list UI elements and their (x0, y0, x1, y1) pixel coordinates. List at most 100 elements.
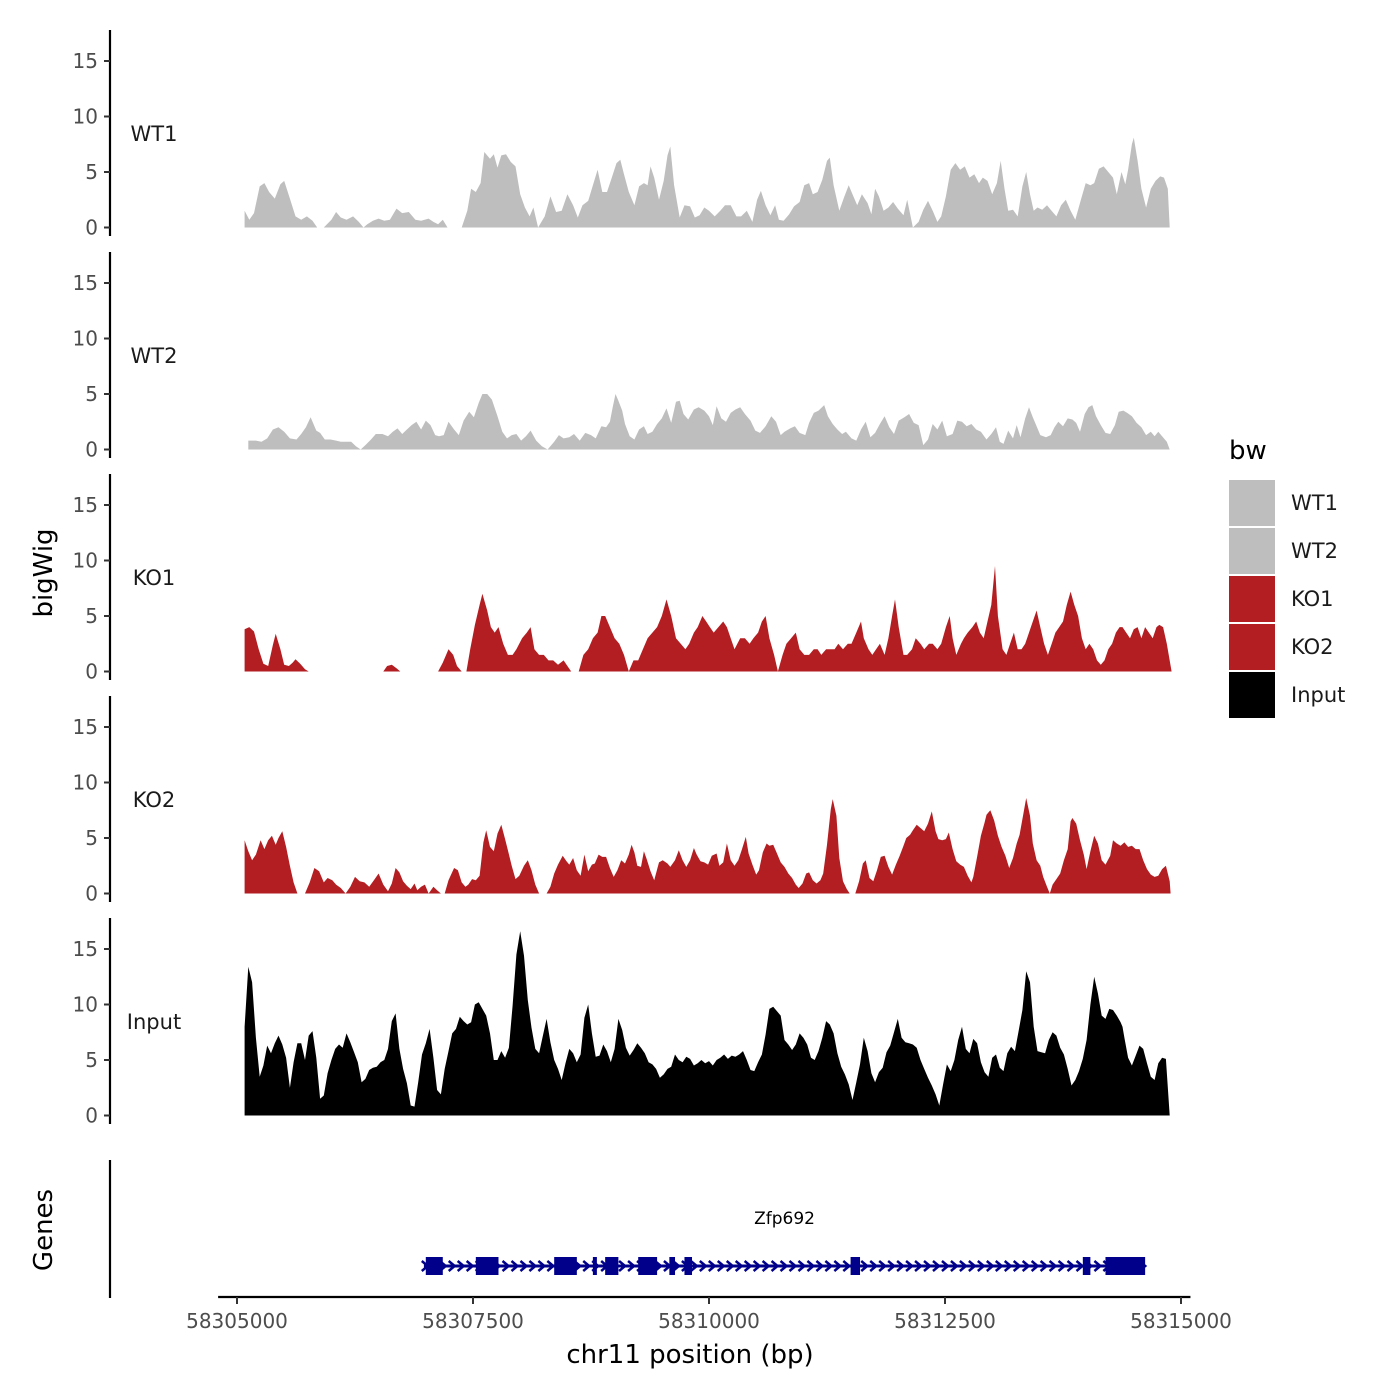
strand-arrow (510, 1260, 520, 1272)
legend-label: Input (1291, 683, 1345, 707)
strand-arrow (519, 1260, 529, 1272)
y-tick-label: 15 (73, 937, 98, 961)
y-tick-label: 5 (85, 160, 98, 184)
strand-arrow (546, 1260, 556, 1272)
y-tick-label: 15 (73, 49, 98, 73)
strand-arrow (968, 1260, 977, 1272)
x-tick-label: 58315000 (1130, 1309, 1232, 1333)
legend-entry-wt2: WT2 (1229, 528, 1338, 574)
signal-area-ko1 (244, 566, 1172, 672)
strand-arrow (985, 1260, 995, 1272)
signal-area-ko2 (244, 798, 1171, 894)
legend-entry-ko1: KO1 (1229, 576, 1334, 622)
strand-arrow (1003, 1260, 1013, 1272)
strand-arrow (824, 1260, 834, 1272)
legend-entry-wt1: WT1 (1229, 480, 1338, 526)
strand-arrow (447, 1260, 457, 1272)
legend-entry-input: Input (1229, 672, 1345, 718)
strand-arrow (537, 1260, 547, 1272)
track-ko2: 0 5 10 15 KO2 (73, 696, 1171, 906)
track-wt1: 0 5 10 15 WT1 (73, 30, 1170, 240)
strand-arrow (699, 1260, 708, 1272)
strand-arrow (905, 1260, 915, 1272)
signal-area-input (244, 931, 1170, 1116)
genes-track-title: Genes (29, 1189, 59, 1271)
gene-exon (1105, 1257, 1146, 1275)
strand-arrow (725, 1260, 735, 1272)
strand-arrow (618, 1260, 628, 1272)
strand-arrow (1066, 1260, 1076, 1272)
strand-arrow (1021, 1260, 1031, 1272)
strand-arrow (887, 1260, 897, 1272)
gene-exon (554, 1257, 577, 1275)
strand-arrow (788, 1260, 798, 1272)
strand-arrow (950, 1260, 959, 1272)
track-label-wt2: WT2 (131, 344, 178, 368)
gene-exon (592, 1257, 597, 1275)
track-input: 0 5 10 15 Input (73, 918, 1170, 1128)
strand-arrow (707, 1260, 717, 1272)
strand-arrow (1048, 1260, 1058, 1272)
legend: bw WT1 WT2 KO1 KO2 Input (1229, 436, 1345, 718)
legend-entry-ko2: KO2 (1229, 624, 1334, 670)
strand-arrow (896, 1260, 906, 1272)
strand-arrow (770, 1260, 780, 1272)
strand-arrow (761, 1260, 771, 1272)
gene-exon (850, 1257, 861, 1275)
strand-arrow (752, 1260, 762, 1272)
strand-arrow (734, 1260, 744, 1272)
strand-arrow (923, 1260, 932, 1272)
strand-arrow (932, 1260, 941, 1272)
y-tick-label: 15 (73, 271, 98, 295)
strand-arrow (1039, 1260, 1049, 1272)
strand-arrow (716, 1260, 726, 1272)
y-tick-label: 10 (73, 993, 98, 1017)
genes-track: Zfp692 (108, 1160, 1148, 1298)
y-tick-label: 10 (73, 327, 98, 351)
strand-arrow (1012, 1260, 1022, 1272)
y-tick-label: 5 (85, 826, 98, 850)
y-axis-title: bigWig (29, 528, 59, 617)
strand-arrow (627, 1260, 637, 1272)
legend-label: KO1 (1291, 587, 1334, 611)
legend-label: WT1 (1291, 491, 1338, 515)
strand-arrow (456, 1260, 466, 1272)
strand-arrow (833, 1260, 843, 1272)
y-tick-label: 0 (85, 660, 98, 684)
strand-arrow (528, 1260, 538, 1272)
strand-arrow (779, 1260, 789, 1272)
y-tick-label: 15 (73, 493, 98, 517)
gene-exon (1082, 1257, 1091, 1275)
track-label-ko1: KO1 (133, 566, 176, 590)
y-tick-label: 0 (85, 438, 98, 462)
signal-area-wt1 (244, 137, 1170, 228)
strand-arrow (690, 1260, 699, 1272)
gene-exon (605, 1257, 619, 1275)
y-tick-label: 0 (85, 1104, 98, 1128)
y-tick-label: 0 (85, 882, 98, 906)
x-tick-label: 58305000 (186, 1309, 288, 1333)
y-tick-label: 15 (73, 715, 98, 739)
strand-arrow (1057, 1260, 1067, 1272)
strand-arrow (501, 1260, 511, 1272)
y-tick-label: 0 (85, 216, 98, 240)
strand-arrow (941, 1260, 950, 1272)
legend-key (1229, 624, 1275, 670)
strand-arrow (869, 1260, 879, 1272)
strand-arrow (977, 1260, 986, 1272)
legend-key (1229, 480, 1275, 526)
y-tick-label: 10 (73, 771, 98, 795)
x-tick-label: 58307500 (422, 1309, 524, 1333)
strand-arrow (815, 1260, 825, 1272)
gene-zfp692: Zfp692 (420, 1209, 1148, 1275)
track-wt2: 0 5 10 15 WT2 (73, 252, 1170, 462)
legend-key (1229, 672, 1275, 718)
signal-area-wt2 (248, 394, 1170, 450)
y-tick-label: 10 (73, 105, 98, 129)
strand-arrow (994, 1260, 1004, 1272)
strand-arrow (914, 1260, 923, 1272)
x-axis-title: chr11 position (bp) (566, 1340, 813, 1370)
y-tick-label: 10 (73, 549, 98, 573)
strand-arrow (860, 1260, 870, 1272)
